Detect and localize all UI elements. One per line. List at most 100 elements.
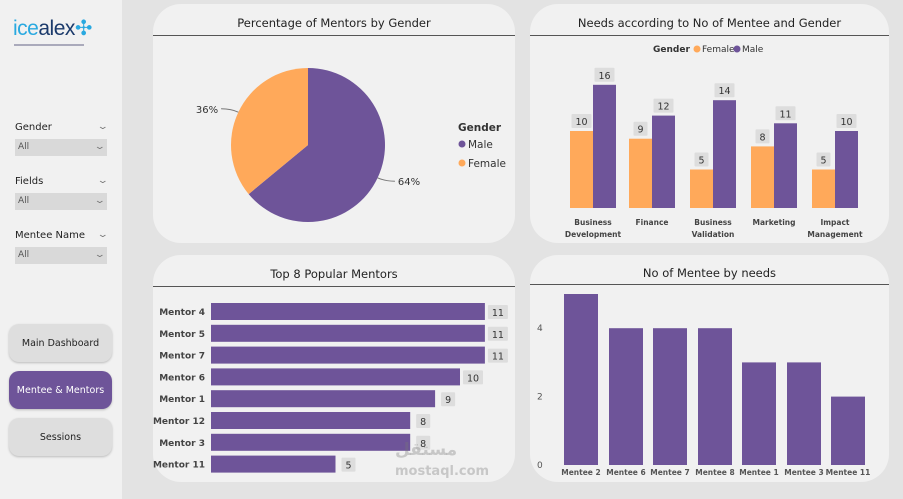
- bar: [211, 324, 485, 342]
- main-dashboard-button[interactable]: Main Dashboard: [9, 324, 112, 362]
- button-label: Main Dashboard: [21, 337, 100, 349]
- divider: [153, 35, 515, 36]
- bar: [211, 368, 460, 386]
- sidebar: icealex✣ Gender ⌄ All ⌄ Fields ⌄ All ⌄ Mente…: [0, 0, 122, 499]
- data-label: 11: [492, 330, 504, 341]
- chevron-down-icon[interactable]: ⌄: [97, 176, 110, 186]
- data-label-bg: [836, 114, 857, 128]
- data-label-bg: [755, 129, 770, 144]
- data-label: 8: [420, 439, 426, 450]
- mentee-mentors-button[interactable]: Mentee & Mentors: [9, 371, 112, 409]
- pie-label: 36%: [196, 105, 218, 116]
- category-label: Mentee 3: [784, 468, 823, 477]
- bar: [653, 328, 687, 465]
- data-label: 5: [820, 156, 826, 167]
- logo-tagline: [14, 44, 84, 46]
- category-label: Management: [807, 230, 863, 239]
- bar-female: [629, 138, 652, 208]
- bar: [211, 390, 436, 408]
- data-label-bg: [441, 392, 456, 407]
- category-label: Mentee 8: [695, 468, 734, 477]
- category-label: Mentor 4: [159, 308, 205, 318]
- slicer-label: Fields: [15, 176, 44, 187]
- chart-title: Top 8 Popular Mentors: [270, 267, 398, 281]
- legend-label: Male: [742, 45, 764, 55]
- category-label: Mentor 11: [153, 461, 205, 471]
- category-label: Mentor 5: [159, 330, 205, 340]
- category-label: Mentor 6: [159, 373, 205, 383]
- legend-dot-female: [693, 45, 701, 53]
- category-label: Mentor 7: [159, 352, 205, 362]
- data-label-bg: [416, 435, 431, 450]
- data-label-bg: [653, 98, 674, 113]
- data-label: 16: [598, 71, 610, 82]
- data-label-bg: [416, 414, 431, 428]
- sessions-button[interactable]: Sessions: [9, 418, 112, 456]
- data-label: 9: [637, 125, 643, 136]
- legend-label: Female: [468, 158, 506, 170]
- legend-dot-female: [458, 159, 466, 167]
- data-label-bg: [341, 457, 356, 472]
- data-label: 10: [575, 117, 587, 128]
- data-label-bg: [571, 114, 592, 128]
- bar: [742, 362, 776, 465]
- watermark: مستقل mostaql.com: [395, 440, 490, 479]
- category-label: Mentee 7: [650, 468, 689, 477]
- category-label: Mentee 1: [739, 468, 778, 477]
- legend-label: Male: [468, 139, 493, 151]
- chevron-down-icon[interactable]: ⌄: [97, 230, 110, 240]
- bar: [698, 328, 732, 465]
- data-label: 11: [492, 352, 504, 363]
- dropdown-value: All: [18, 250, 30, 260]
- data-label: 10: [840, 117, 852, 128]
- bar-female: [570, 131, 593, 208]
- divider: [153, 286, 515, 287]
- bar-male: [774, 123, 797, 208]
- button-label: Sessions: [39, 431, 82, 443]
- gender-dropdown[interactable]: All ⌄: [15, 139, 107, 156]
- category-label: Finance: [636, 218, 669, 227]
- leader-line: [377, 177, 395, 182]
- bar-male: [652, 115, 675, 208]
- data-label-bg: [487, 305, 508, 319]
- data-label: 8: [420, 417, 426, 428]
- mentee-name-dropdown[interactable]: All ⌄: [15, 247, 107, 264]
- category-label: Development: [565, 230, 622, 239]
- fields-dropdown[interactable]: All ⌄: [15, 193, 107, 210]
- gender-slicer: Gender ⌄ All ⌄: [15, 122, 110, 156]
- bar: [211, 455, 336, 473]
- bar: [831, 396, 865, 465]
- category-label: Impact: [820, 218, 849, 227]
- data-label: 12: [657, 102, 669, 113]
- bar: [211, 303, 485, 320]
- y-tick-label: 2: [537, 393, 543, 403]
- bar: [211, 412, 411, 429]
- bar: [211, 433, 411, 451]
- data-label-bg: [487, 326, 508, 341]
- data-label-bg: [714, 83, 735, 98]
- bar-male: [713, 100, 736, 208]
- data-label-bg: [633, 121, 648, 136]
- legend-title: Gender: [458, 122, 502, 134]
- chart-title: Percentage of Mentors by Gender: [237, 16, 431, 30]
- category-label: Mentor 1: [159, 395, 205, 405]
- bar-female: [690, 169, 713, 208]
- legend-dot-male: [733, 45, 741, 53]
- bar: [564, 294, 598, 465]
- category-label: Mentee 6: [606, 468, 645, 477]
- data-label: 14: [718, 86, 730, 97]
- legend-label: Female: [702, 45, 735, 55]
- category-label: Business: [694, 218, 732, 227]
- icealex-logo: icealex✣: [13, 17, 93, 40]
- data-label: 11: [492, 308, 504, 319]
- data-label: 11: [779, 109, 791, 120]
- chevron-down-icon[interactable]: ⌄: [97, 122, 110, 132]
- y-tick-label: 4: [537, 324, 543, 334]
- category-label: Mentee 11: [826, 468, 871, 477]
- pie-slice-female: [231, 68, 308, 195]
- leader-line: [221, 108, 239, 113]
- data-label-bg: [487, 348, 508, 363]
- data-label-bg: [816, 152, 831, 167]
- fields-slicer: Fields ⌄ All ⌄: [15, 176, 110, 210]
